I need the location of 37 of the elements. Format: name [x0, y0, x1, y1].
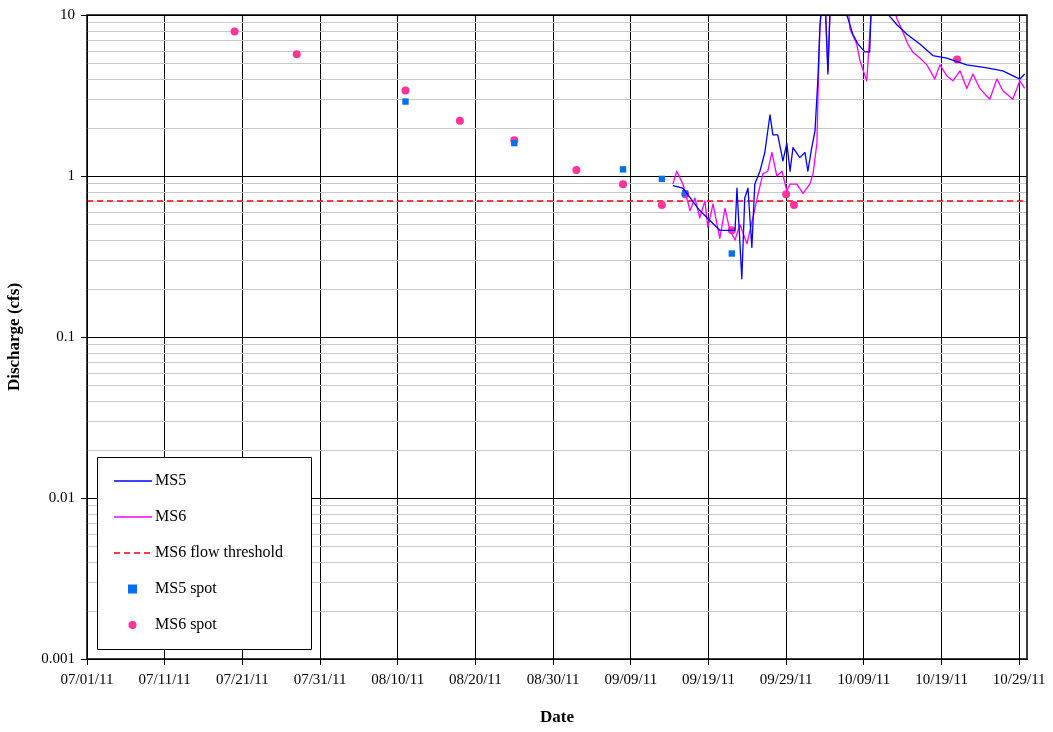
x-tick-label: 07/11/11 [138, 670, 191, 687]
point [782, 190, 791, 199]
point [230, 27, 239, 36]
y-axis-title: Discharge (cfs) [3, 282, 23, 392]
x-tick-label: 08/10/11 [371, 670, 425, 687]
legend-label: MS6 flow threshold [155, 543, 283, 561]
point [401, 86, 410, 95]
point [455, 116, 464, 125]
x-tick-label: 08/20/11 [449, 670, 502, 687]
x-tick-label: 09/19/11 [682, 670, 735, 687]
x-tick-label: 10/29/11 [992, 670, 1046, 687]
legend-label: MS6 spot [155, 615, 218, 634]
point [572, 165, 581, 174]
point [292, 50, 301, 59]
legend-label: MS6 [155, 507, 187, 525]
point [619, 180, 628, 189]
x-tick-label: 07/21/11 [215, 670, 269, 687]
x-tick-label: 07/01/11 [60, 670, 114, 687]
x-tick-label: 10/09/11 [837, 670, 891, 687]
y-tick-label: 0.01 [48, 488, 75, 505]
x-tick-label: 10/19/11 [915, 670, 968, 687]
x-tick-label: 08/30/11 [526, 670, 580, 687]
legend-label: MS5 spot [155, 579, 218, 598]
point [789, 201, 798, 210]
point [619, 166, 627, 173]
y-tick-label: 0.001 [41, 649, 75, 666]
x-tick-label: 09/29/11 [759, 670, 813, 687]
y-tick-label: 10 [60, 5, 75, 22]
x-axis-title: Date [540, 707, 575, 727]
point [402, 98, 409, 105]
legend-label: MS5 [155, 471, 187, 489]
x-tick-label: 09/09/11 [604, 670, 658, 687]
x-tick-label: 07/31/11 [293, 670, 347, 687]
y-tick-label: 0.1 [56, 327, 75, 344]
y-tick-label: 1 [67, 166, 75, 183]
point [728, 250, 735, 257]
point [657, 201, 666, 210]
